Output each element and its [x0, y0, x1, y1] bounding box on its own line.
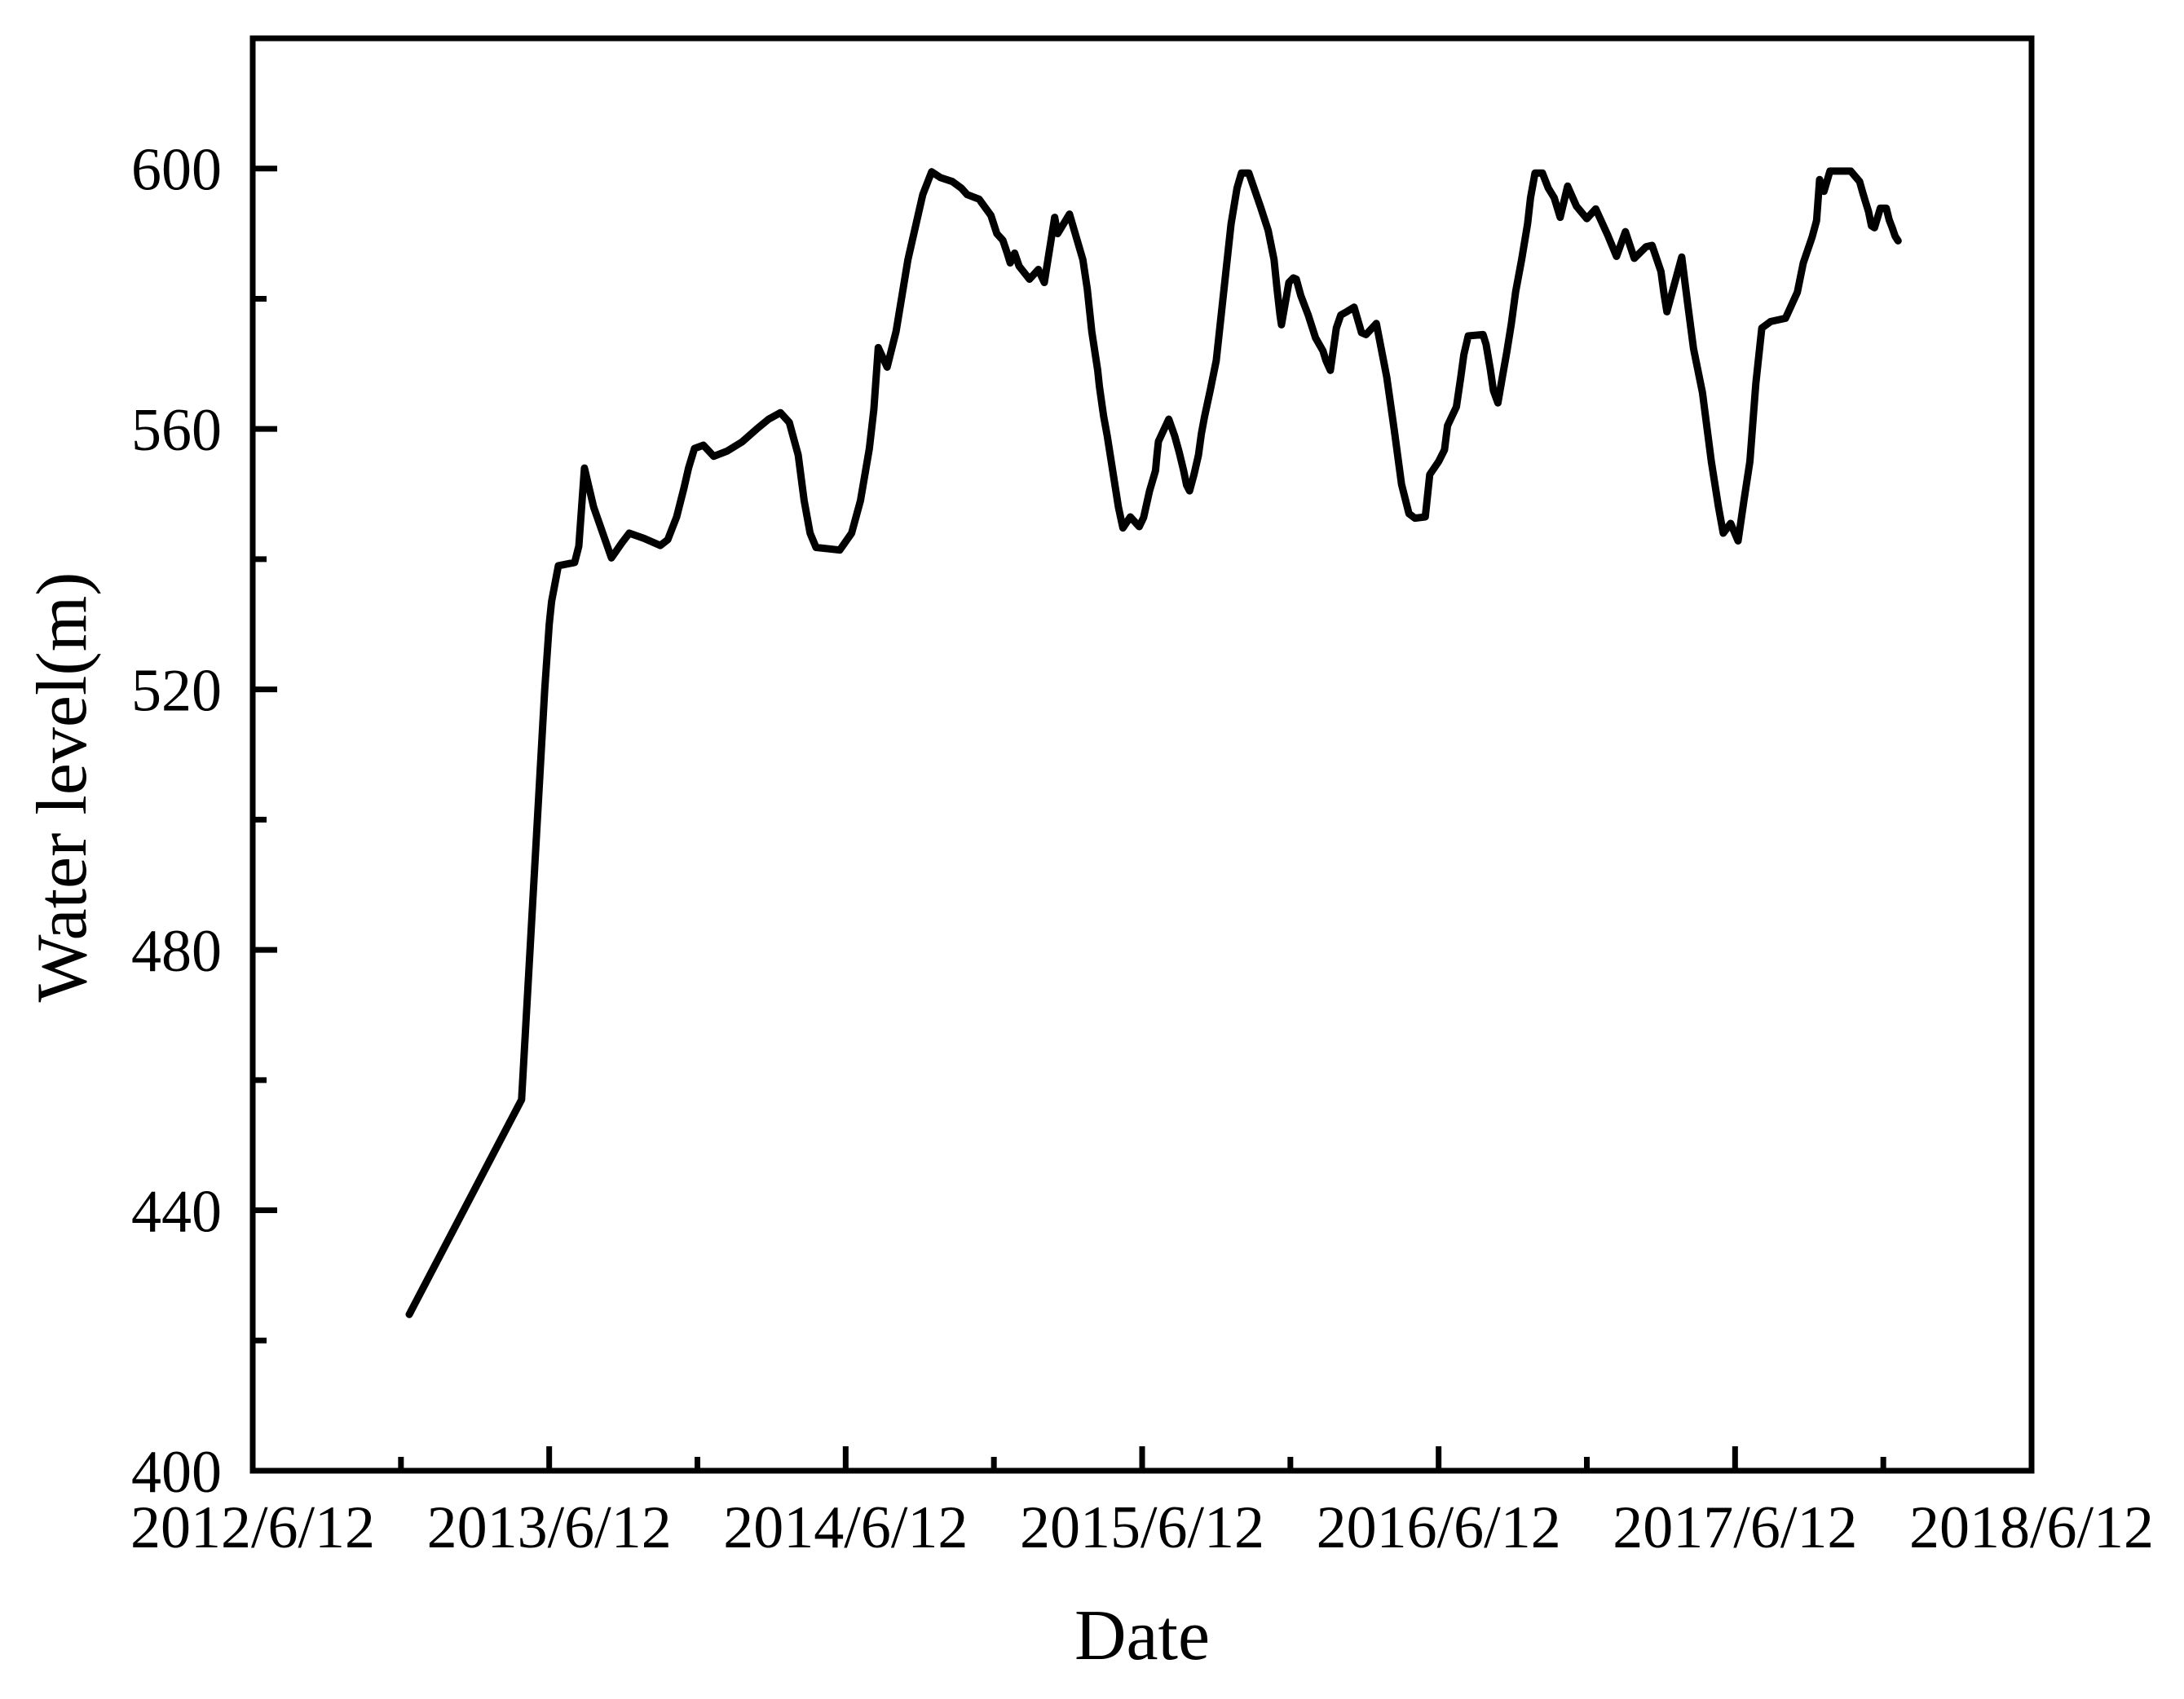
plot-area: [249, 35, 2035, 1474]
plot-border: [249, 35, 2035, 1474]
y-tick-label: 440: [131, 1179, 222, 1246]
x-tick-label: 2012/6/12: [130, 1494, 375, 1561]
axis-tick-labels: 400 440 480 520 560 600 2012/6/12 2013/6/12 2014…: [130, 137, 2154, 1561]
y-tick-label: 480: [131, 918, 222, 985]
data-series: [405, 167, 1902, 1318]
x-tick-label: 2013/6/12: [427, 1494, 672, 1561]
x-axis-title: Date: [1074, 1596, 1210, 1675]
y-tick-label: 400: [131, 1439, 222, 1506]
water-level-line: [405, 167, 1902, 1318]
y-tick-label: 520: [131, 658, 222, 725]
y-tick-label: 600: [131, 137, 222, 204]
x-tick-label: 2016/6/12: [1317, 1494, 1561, 1561]
y-tick-label: 560: [131, 397, 222, 464]
x-tick-label: 2014/6/12: [723, 1494, 968, 1561]
axis-ticks: [249, 165, 2035, 1474]
x-tick-label: 2015/6/12: [1020, 1494, 1264, 1561]
x-tick-label: 2017/6/12: [1613, 1494, 1857, 1561]
y-axis-title: Water level(m): [23, 572, 102, 1003]
x-tick-label: 2018/6/12: [1909, 1494, 2154, 1561]
